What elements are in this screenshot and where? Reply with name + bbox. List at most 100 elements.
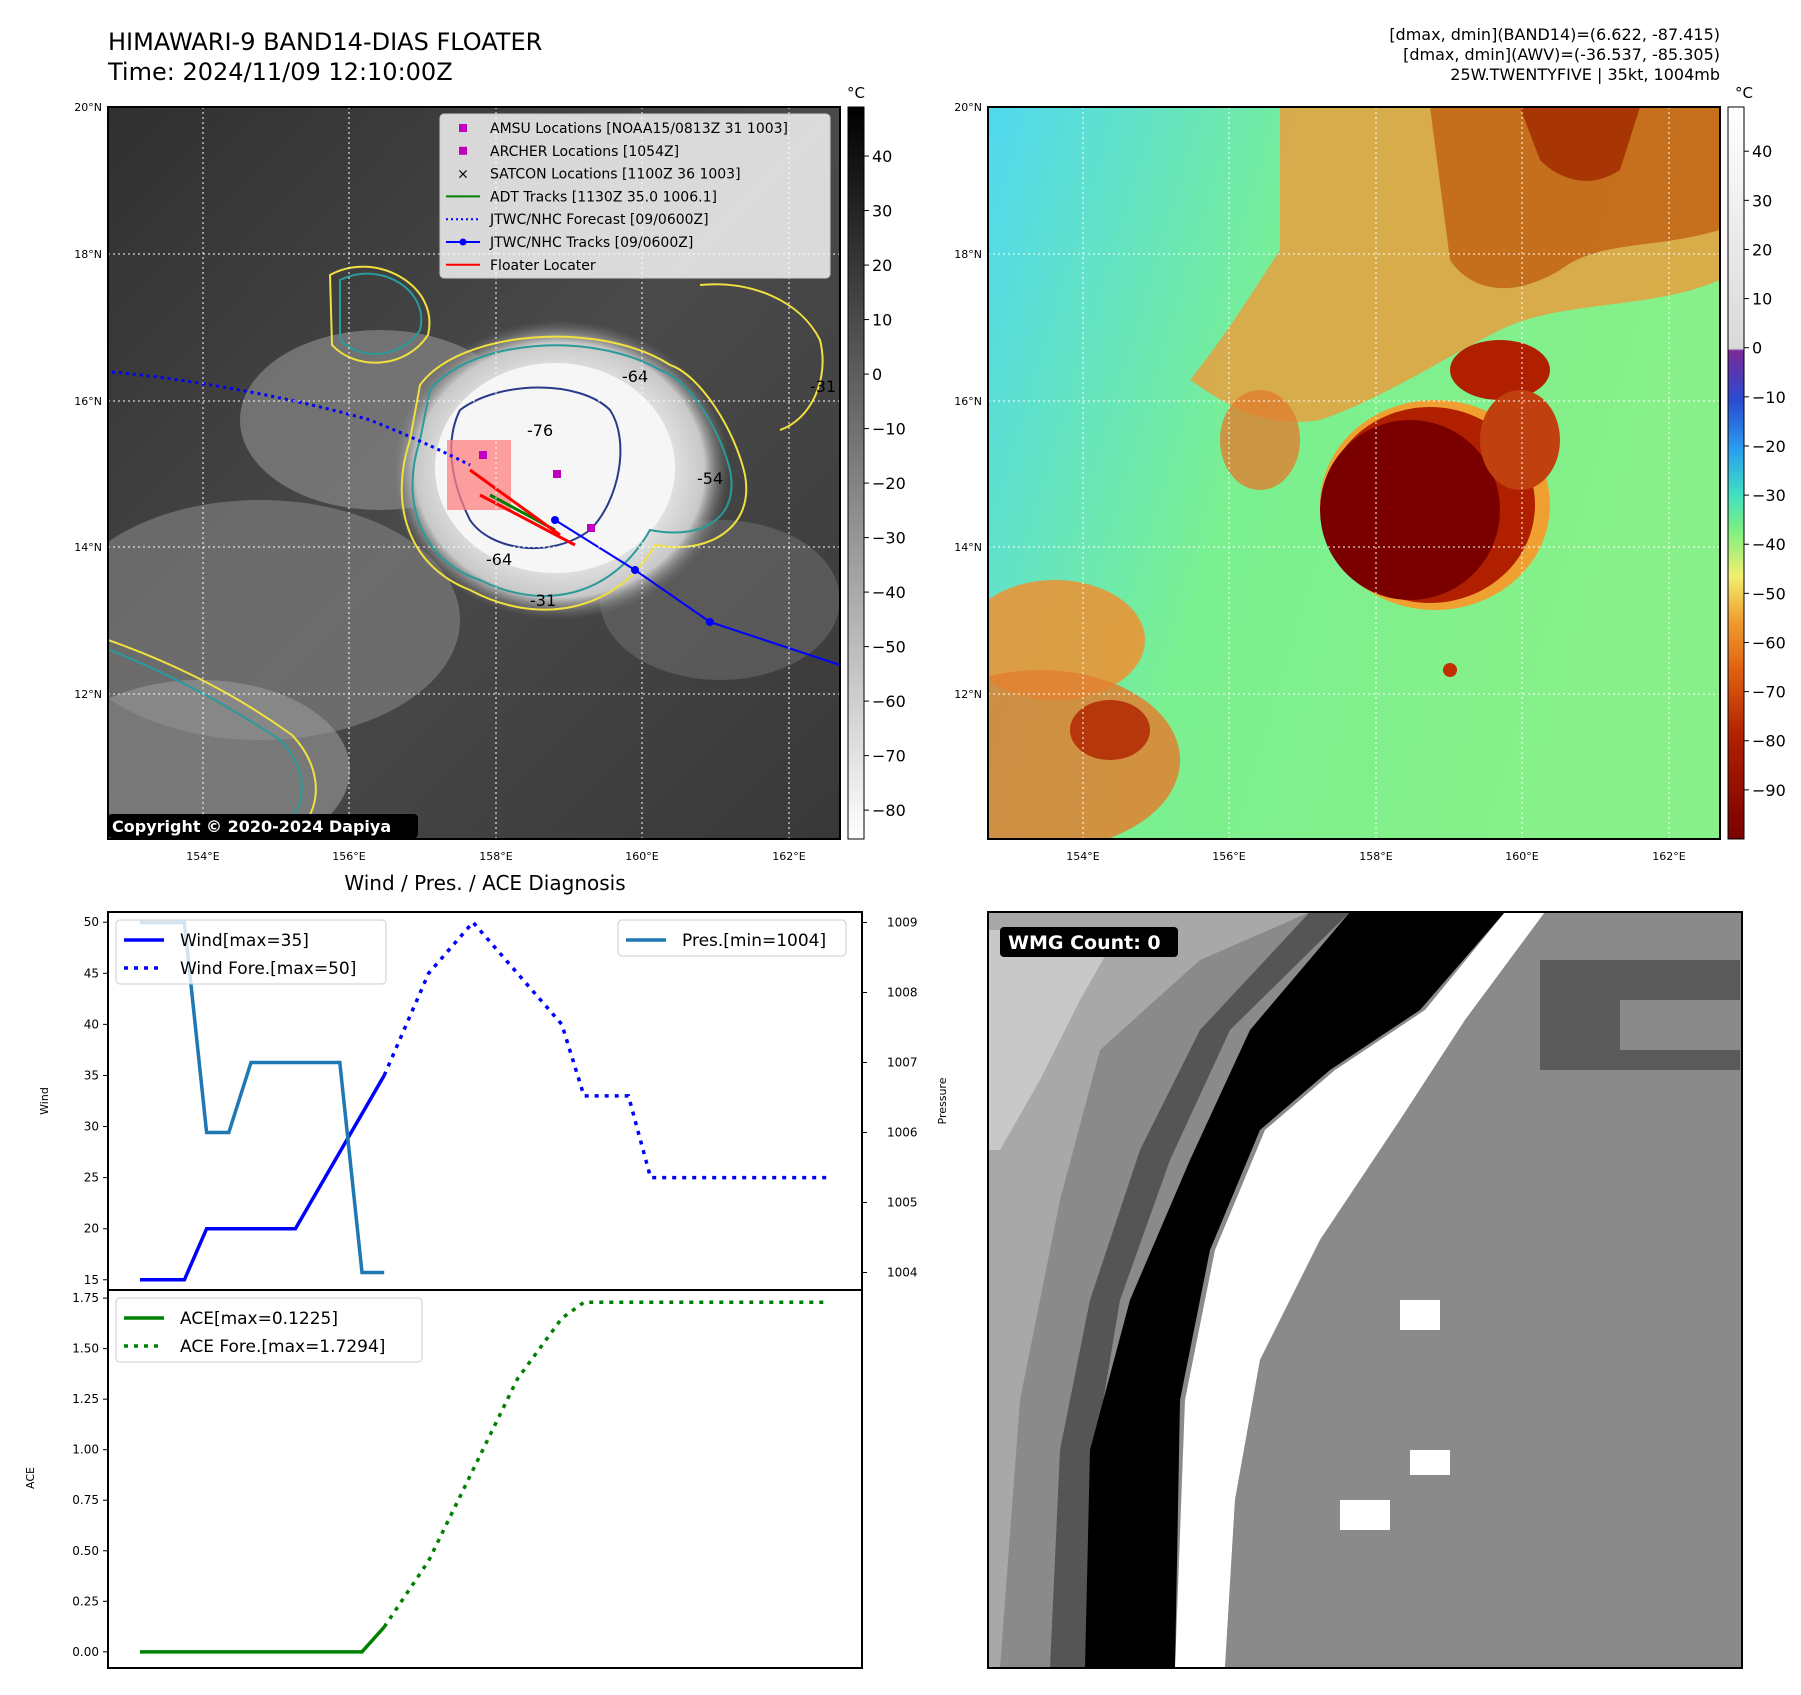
wind-tick-label: 35 — [84, 1068, 99, 1082]
lon-tick-label: 158°E — [1359, 850, 1392, 863]
wmg-panel: WMG Count: 0 — [987, 911, 1743, 1669]
lat-tick-label: 18°N — [74, 248, 102, 261]
colorbar-color-unit: °C — [1735, 84, 1753, 102]
colorbar-tick-label: −30 — [872, 529, 906, 548]
ace-axis-label: ACE — [24, 1467, 37, 1489]
legend-item: JTWC/NHC Forecast [09/0600Z] — [446, 212, 709, 228]
lon-tick-label: 156°E — [332, 850, 365, 863]
colorbar-tick-label: −20 — [872, 474, 906, 493]
colorbar-tick-label: −50 — [872, 638, 906, 657]
figure-time: Time: 2024/11/09 12:10:00Z — [107, 58, 453, 86]
lon-tick-label: 162°E — [1652, 850, 1685, 863]
legend-marker-icon — [459, 238, 467, 246]
lon-tick-label: 154°E — [1066, 850, 1099, 863]
ace-tick-label: 1.75 — [72, 1291, 99, 1305]
legend-label: SATCON Locations [1100Z 36 1003] — [490, 167, 741, 183]
legend-marker-icon — [459, 124, 467, 132]
pressure-tick-label: 1005 — [887, 1196, 918, 1210]
colorbar-tick-label: 40 — [872, 147, 892, 166]
pressure-axis-label: Pressure — [936, 1077, 949, 1124]
colorbar-tick-label: −90 — [1752, 781, 1786, 800]
lat-tick-label: 14°N — [74, 541, 102, 554]
colorbar-tick-label: −10 — [1752, 388, 1786, 407]
pressure-legend: Pres.[min=1004] — [617, 919, 847, 957]
contour-label: -31 — [530, 591, 556, 610]
stats-band14: [dmax, dmin](BAND14)=(6.622, -87.415) — [1389, 25, 1720, 44]
series-line-ace — [140, 1625, 386, 1654]
series-line-wind-fore- — [382, 919, 829, 1180]
legend-item: AMSU Locations [NOAA15/0813Z 31 1003] — [459, 121, 788, 137]
colorbar-tick-label: 30 — [1752, 191, 1772, 210]
colorbar-tick-label: −30 — [1752, 486, 1786, 505]
legend-label: Wind[max=35] — [180, 931, 309, 951]
colorbar-color — [1727, 106, 1745, 840]
legend-label: AMSU Locations [NOAA15/0813Z 31 1003] — [490, 121, 788, 137]
legend-item: ARCHER Locations [1054Z] — [459, 144, 679, 160]
ir-enhanced-map — [987, 106, 1721, 840]
legend-item: ADT Tracks [1130Z 35.0 1006.1] — [446, 189, 717, 205]
lon-tick-label: 162°E — [772, 850, 805, 863]
legend-label: Pres.[min=1004] — [682, 931, 826, 951]
lat-tick-label: 12°N — [954, 688, 982, 701]
legend-item: × SATCON Locations [1100Z 36 1003] — [457, 167, 740, 183]
lat-tick-label: 18°N — [954, 248, 982, 261]
colorbar-tick-label: 20 — [872, 256, 892, 275]
lat-tick-label: 12°N — [74, 688, 102, 701]
pressure-tick-label: 1009 — [887, 916, 918, 930]
diagnosis-title: Wind / Pres. / ACE Diagnosis — [344, 871, 625, 895]
map-legend: AMSU Locations [NOAA15/0813Z 31 1003] ARC… — [439, 113, 831, 279]
colorbar-tick-label: −80 — [1752, 732, 1786, 751]
colorbar-tick-label: 0 — [1752, 339, 1762, 358]
colorbar-tick-label: 10 — [1752, 290, 1772, 309]
wind-pressure-chart: 15 20 25 30 35 40 45 50 1004 1005 1006 1007 1008 1009… — [84, 911, 918, 1291]
legend-label: ARCHER Locations [1054Z] — [490, 144, 679, 160]
colorbar-tick-label: −50 — [1752, 584, 1786, 603]
pressure-tick-label: 1004 — [887, 1266, 918, 1280]
colorbar-tick-label: 40 — [1752, 142, 1772, 161]
ace-tick-label: 1.00 — [72, 1443, 99, 1457]
legend-label: ACE[max=0.1225] — [180, 1309, 338, 1329]
contour-label: -76 — [527, 421, 553, 440]
lat-tick-label: 20°N — [74, 101, 102, 114]
wind-tick-label: 45 — [84, 966, 99, 980]
lon-tick-label: 160°E — [625, 850, 658, 863]
legend-label: ACE Fore.[max=1.7294] — [180, 1337, 385, 1357]
legend-marker-icon: × — [457, 167, 469, 183]
colorbar-tick-label: −70 — [1752, 683, 1786, 702]
colorbar-tick-label: −10 — [872, 420, 906, 439]
ace-tick-label: 1.25 — [72, 1392, 99, 1406]
ace-tick-label: 1.50 — [72, 1342, 99, 1356]
wind-tick-label: 20 — [84, 1222, 99, 1236]
legend-item: JTWC/NHC Tracks [09/0600Z] — [446, 235, 693, 251]
pressure-tick-label: 1006 — [887, 1126, 918, 1140]
legend-label: JTWC/NHC Forecast [09/0600Z] — [489, 212, 709, 228]
wmg-count-label: WMG Count: 0 — [1008, 932, 1161, 954]
wind-tick-label: 30 — [84, 1120, 99, 1134]
colorbar-tick-label: −40 — [872, 583, 906, 602]
colorbar-gray-unit: °C — [847, 84, 865, 102]
legend-label: Wind Fore.[max=50] — [180, 959, 356, 979]
colorbar-tick-label: −80 — [872, 801, 906, 820]
lon-tick-label: 156°E — [1212, 850, 1245, 863]
ace-tick-label: 0.00 — [72, 1645, 99, 1659]
colorbar-gray — [847, 106, 865, 840]
pressure-tick-label: 1007 — [887, 1056, 918, 1070]
storm-info: 25W.TWENTYFIVE | 35kt, 1004mb — [1450, 65, 1720, 84]
wind-axis-label: Wind — [38, 1087, 51, 1115]
ace-legend: ACE[max=0.1225] ACE Fore.[max=1.7294] — [115, 1297, 423, 1363]
stats-awv: [dmax, dmin](AWV)=(-36.537, -85.305) — [1403, 45, 1720, 64]
wind-tick-label: 15 — [84, 1273, 99, 1287]
contour-label: -54 — [697, 469, 723, 488]
lon-tick-label: 154°E — [186, 850, 219, 863]
wind-tick-label: 25 — [84, 1171, 99, 1185]
lon-tick-label: 158°E — [479, 850, 512, 863]
wind-tick-label: 40 — [84, 1017, 99, 1031]
contour-label: -64 — [486, 550, 512, 569]
lat-tick-label: 14°N — [954, 541, 982, 554]
legend-label: ADT Tracks [1130Z 35.0 1006.1] — [490, 189, 717, 205]
ace-tick-label: 0.25 — [72, 1594, 99, 1608]
series-line-ace-fore- — [382, 1300, 829, 1629]
legend-label: JTWC/NHC Tracks [09/0600Z] — [489, 235, 693, 251]
colorbar-tick-label: 20 — [1752, 240, 1772, 259]
